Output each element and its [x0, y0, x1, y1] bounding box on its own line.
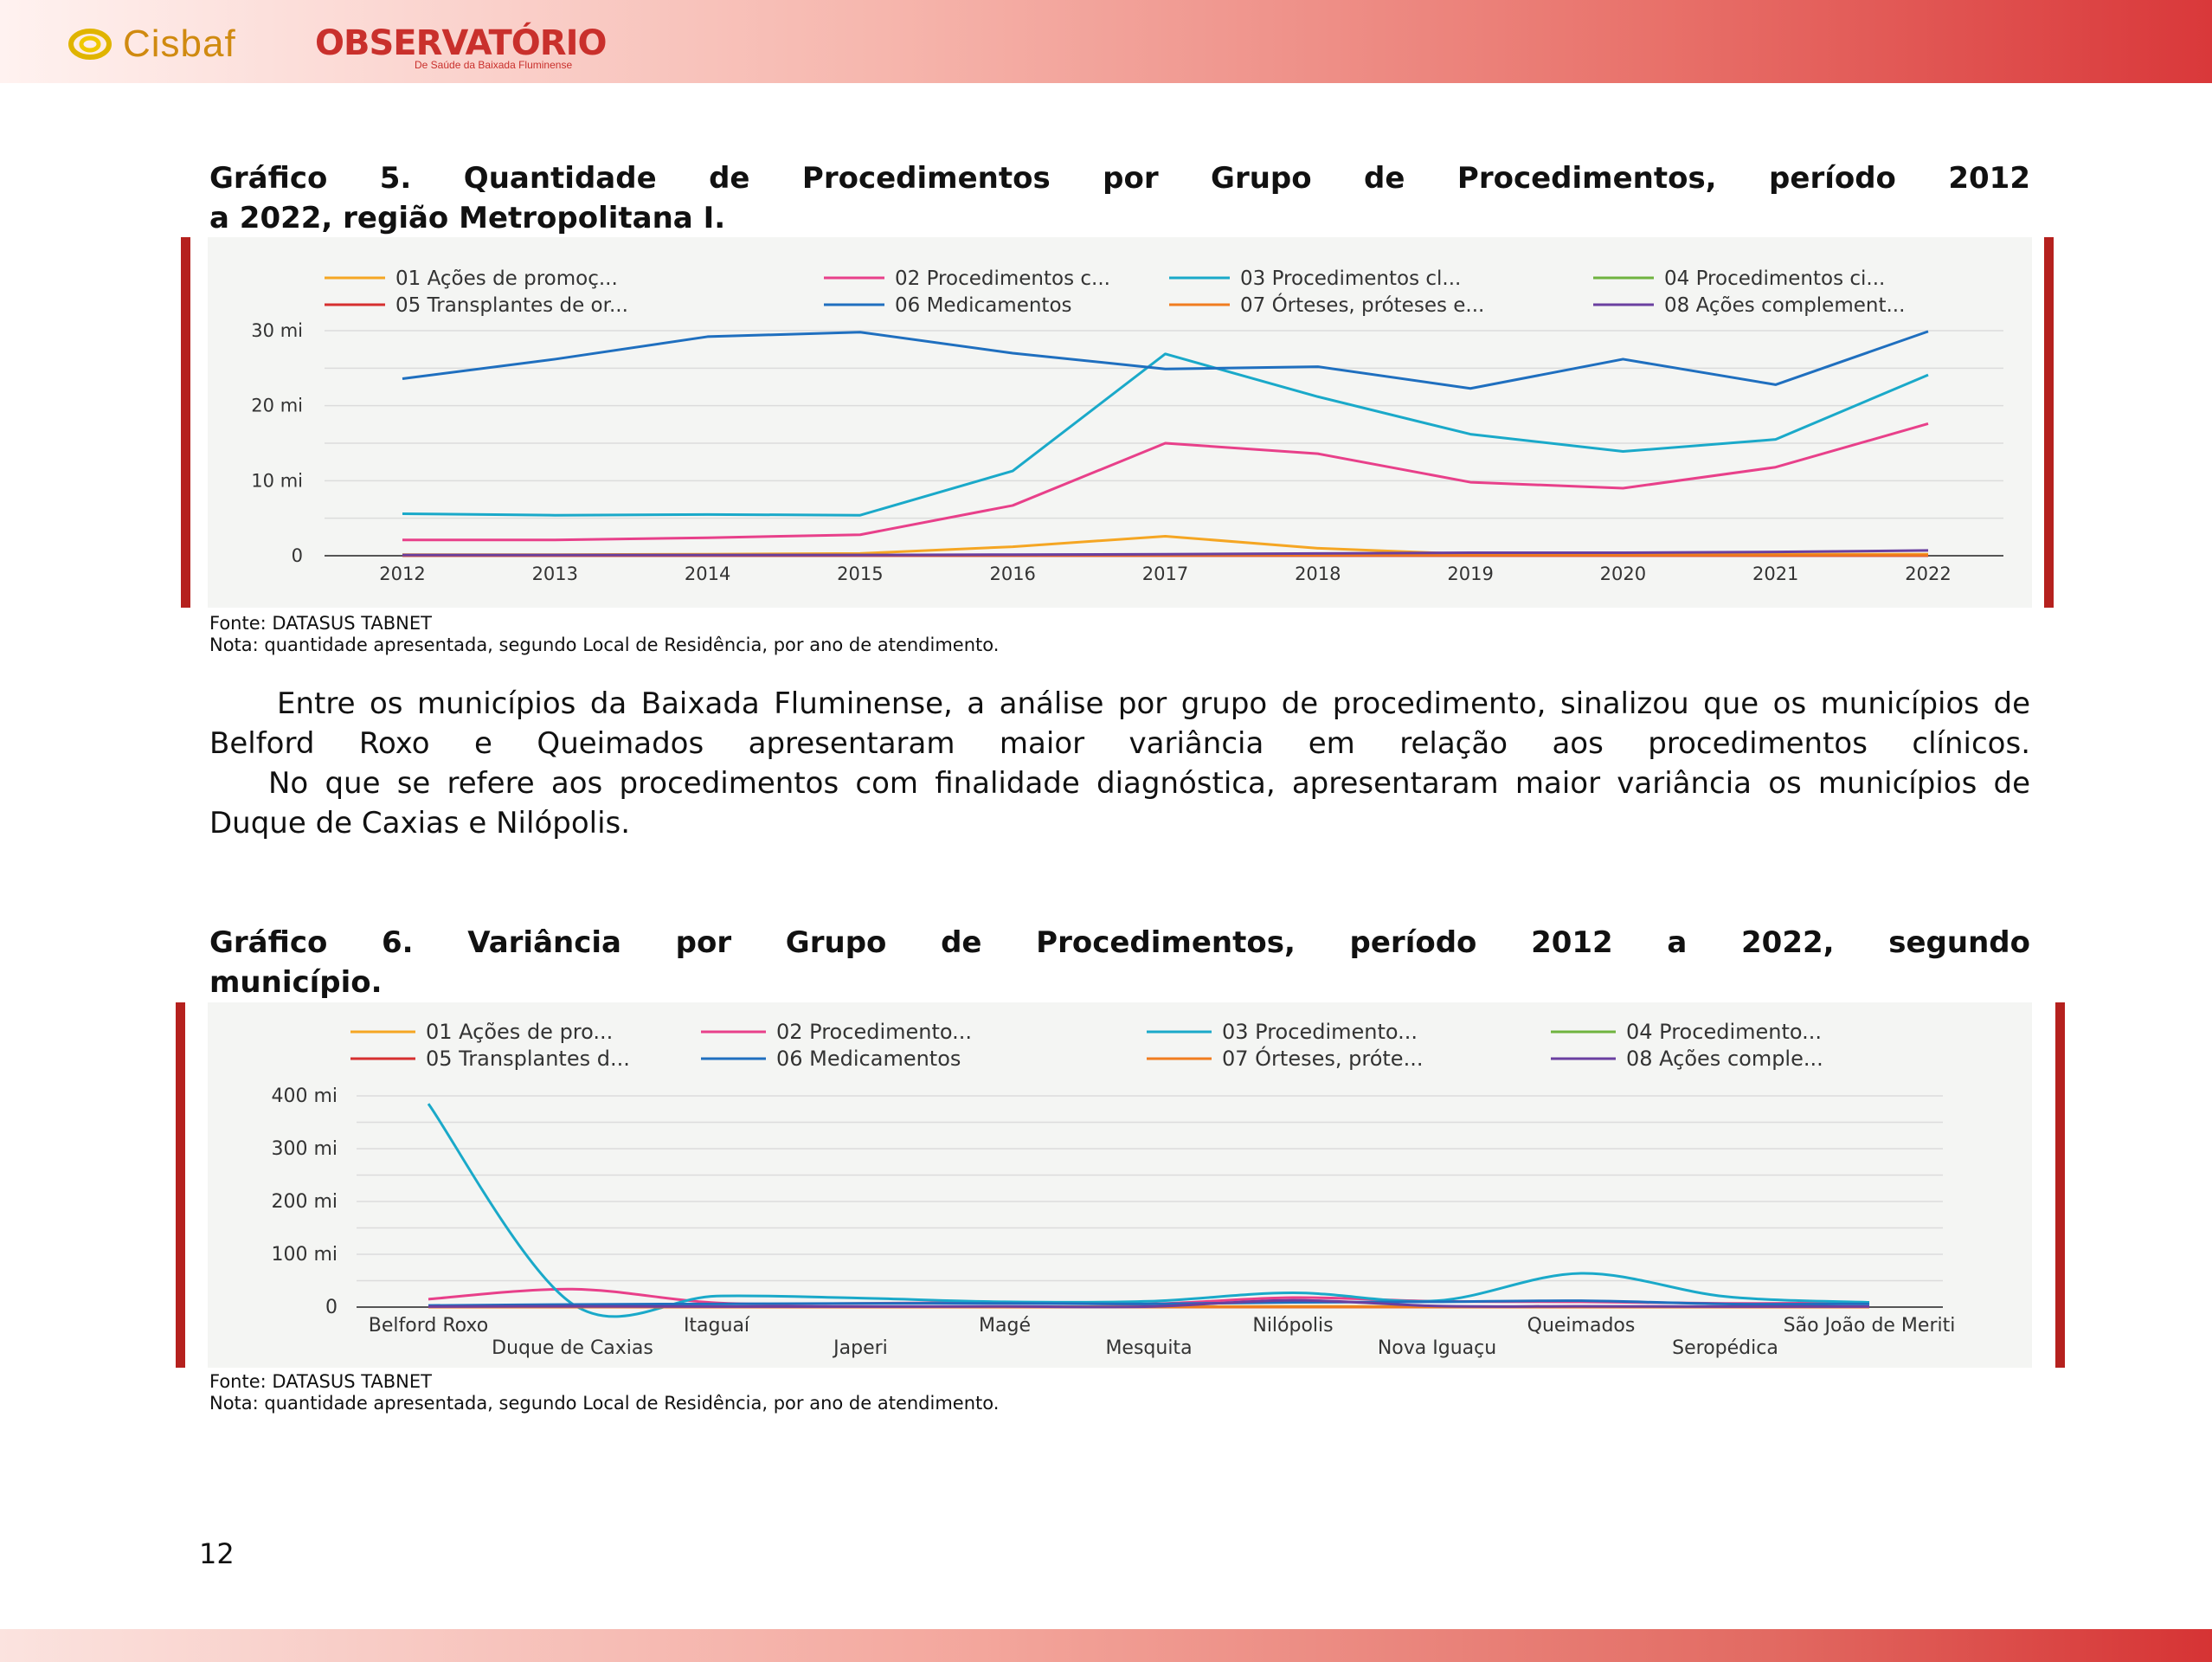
- chart6-svg: 01 Ações de pro... 02 Procedimento... 03 P…: [271, 1020, 1956, 1359]
- chart6-legend-label-8: 08 Ações comple...: [1626, 1047, 1823, 1071]
- chart6-title-line1: Gráfico 6. Variância por Grupo de Proced…: [209, 925, 2030, 960]
- chart5-x-tick-label: 2015: [837, 564, 883, 584]
- chart6-x-tick-label: Seropédica: [1672, 1337, 1778, 1359]
- chart5-x-tick-label: 2022: [1905, 564, 1951, 584]
- chart6-legend-label-3: 03 Procedimento...: [1222, 1020, 1418, 1044]
- paragraph-2: No que se refere aos procedimentos com f…: [209, 766, 2030, 841]
- chart6-right-bar: [2055, 1002, 2065, 1368]
- chart5-x-tick-label: 2016: [989, 564, 1035, 584]
- chart5-legend-label-2: 02 Procedimentos c...: [895, 267, 1110, 290]
- chart6-x-tick-label: Mesquita: [1105, 1337, 1192, 1359]
- chart6-legend-label-2: 02 Procedimento...: [776, 1020, 972, 1044]
- chart5-legend-label-7: 07 Órteses, próteses e...: [1240, 293, 1484, 317]
- chart6-x-tick-label: Belford Roxo: [369, 1315, 488, 1337]
- chart5-title-line2: a 2022, região Metropolitana I.: [209, 201, 726, 235]
- cisbaf-logo-text: Cisbaf: [123, 23, 236, 65]
- chart5-x-tick-label: 2018: [1295, 564, 1341, 584]
- chart5-container: 01 Ações de promoç... 02 Procedimentos c.…: [208, 237, 2032, 608]
- chart5-note: Nota: quantidade apresentada, segundo Lo…: [209, 635, 1000, 655]
- chart5-x-tick-label: 2021: [1752, 564, 1798, 584]
- chart6-source: Fonte: DATASUS TABNET: [209, 1371, 432, 1392]
- chart6-y-tick-label: 300 mi: [271, 1138, 338, 1160]
- chart5-legend-label-1: 01 Ações de promoç...: [395, 267, 618, 290]
- header-band: [0, 0, 2212, 83]
- chart6-y-tick-label: 100 mi: [271, 1244, 338, 1266]
- chart6-x-tick-label: Nilópolis: [1252, 1315, 1333, 1337]
- chart5-right-bar: [2044, 237, 2054, 608]
- chart6-x-tick-label: Magé: [979, 1315, 1031, 1337]
- chart5-source: Fonte: DATASUS TABNET: [209, 613, 432, 634]
- chart5-x-tick-label: 2013: [532, 564, 578, 584]
- observatorio-logo-text: OBSERVATÓRIO: [315, 23, 607, 63]
- chart6-x-tick-label: Nova Iguaçu: [1378, 1337, 1496, 1359]
- cisbaf-logo: Cisbaf: [68, 23, 236, 66]
- chart5-title-line1: Gráfico 5. Quantidade de Procedimentos p…: [209, 161, 2030, 196]
- chart6-x-tick-label: Japeri: [832, 1337, 888, 1359]
- cisbaf-logo-icon: [68, 29, 112, 60]
- chart5-series-line-3: [402, 352, 1929, 517]
- chart6-legend-label-7: 07 Órteses, próte...: [1222, 1045, 1423, 1071]
- chart5-x-tick-label: 2012: [379, 564, 425, 584]
- chart5-x-tick-label: 2017: [1142, 564, 1188, 584]
- chart5-y-tick-label: 10 mi: [251, 470, 303, 491]
- chart6-legend-label-1: 01 Ações de pro...: [426, 1020, 613, 1044]
- body-text: Entre os municípios da Baixada Fluminens…: [209, 684, 2030, 843]
- chart5-legend-label-6: 06 Medicamentos: [895, 294, 1072, 317]
- chart6-x-tick-label: São João de Meriti: [1784, 1315, 1956, 1337]
- chart6-legend-label-4: 04 Procedimento...: [1626, 1020, 1822, 1044]
- chart6-legend-label-6: 06 Medicamentos: [776, 1047, 961, 1071]
- chart6-x-tick-label: Queimados: [1527, 1315, 1636, 1337]
- chart6-legend-label-5: 05 Transplantes d...: [426, 1047, 630, 1071]
- chart5-x-tick-label: 2014: [685, 564, 730, 584]
- chart6-y-tick-label: 0: [325, 1297, 338, 1318]
- chart5-y-tick-label: 20 mi: [251, 396, 303, 416]
- chart5-x-tick-label: 2020: [1600, 564, 1646, 584]
- paragraph-1: Entre os municípios da Baixada Fluminens…: [209, 686, 2030, 761]
- chart6-x-tick-label: Duque de Caxias: [492, 1337, 653, 1359]
- observatorio-logo: OBSERVATÓRIO De Saúde da Baixada Flumine…: [315, 26, 607, 71]
- chart6-y-tick-label: 200 mi: [271, 1191, 338, 1213]
- footer-band: [0, 1629, 2212, 1662]
- chart5-legend-label-5: 05 Transplantes de or...: [395, 294, 628, 317]
- chart5-left-bar: [181, 237, 190, 608]
- chart5-x-tick-label: 2019: [1447, 564, 1493, 584]
- chart5-y-tick-label: 30 mi: [251, 320, 303, 341]
- chart6-series-line-3: [427, 1103, 1870, 1318]
- chart5-y-tick-label: 0: [292, 545, 303, 566]
- chart6-x-tick-label: Itaguaí: [684, 1315, 750, 1337]
- chart6-left-bar: [176, 1002, 185, 1368]
- chart5-legend-label-3: 03 Procedimentos cl...: [1240, 267, 1461, 290]
- observatorio-logo-subtext: De Saúde da Baixada Fluminense: [415, 59, 573, 71]
- chart5-title: Gráfico 5. Quantidade de Procedimentos p…: [209, 158, 2030, 238]
- chart5-series-line-6: [402, 330, 1929, 390]
- chart5-legend-label-8: 08 Ações complement...: [1664, 294, 1905, 317]
- chart5-series-line-2: [402, 422, 1929, 542]
- chart6-title-line2: município.: [209, 965, 383, 1000]
- chart6-note: Nota: quantidade apresentada, segundo Lo…: [209, 1393, 1000, 1414]
- chart6-container: 01 Ações de pro... 02 Procedimento... 03 P…: [208, 1002, 2032, 1368]
- chart6-y-tick-label: 400 mi: [271, 1085, 338, 1107]
- page-number: 12: [199, 1537, 235, 1570]
- chart5-legend-label-4: 04 Procedimentos ci...: [1664, 267, 1885, 290]
- chart6-title: Gráfico 6. Variância por Grupo de Proced…: [209, 923, 2030, 1002]
- chart5-svg: 01 Ações de promoç... 02 Procedimentos c.…: [251, 267, 2003, 584]
